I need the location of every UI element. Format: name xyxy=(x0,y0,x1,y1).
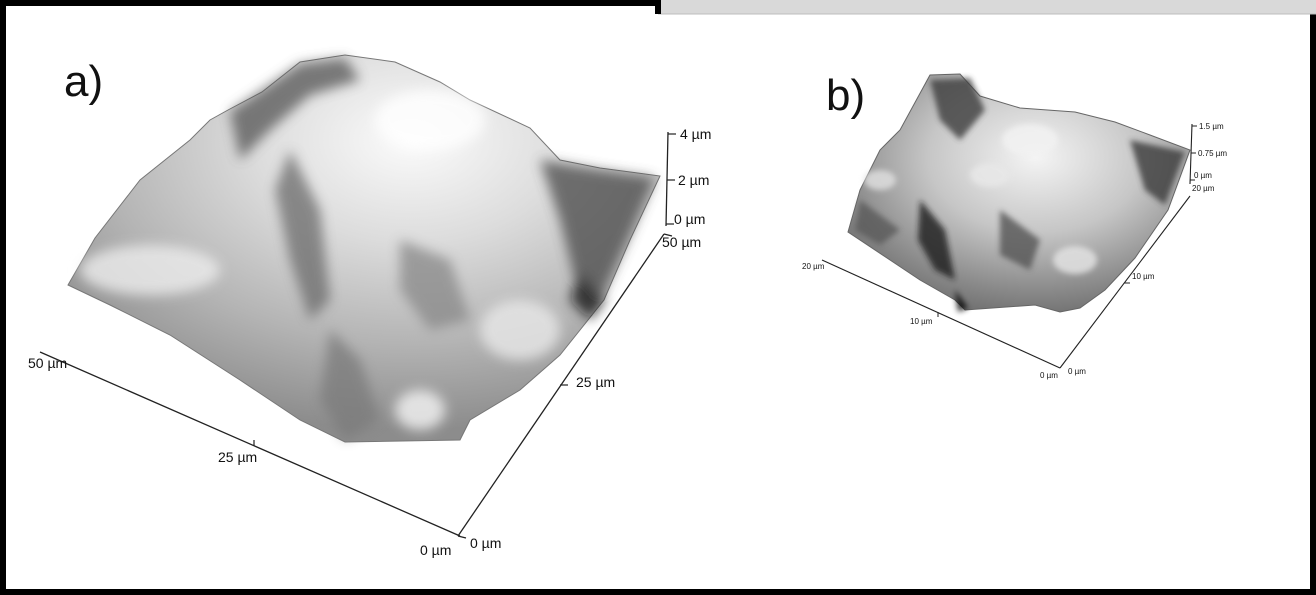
panel-b-label: b) xyxy=(826,71,865,120)
panel-b-left-tick-bottom: 0 µm xyxy=(1040,371,1058,380)
panel-b-left-tick-mid: 10 µm xyxy=(910,317,933,326)
panel-a: a) 4 µm 2 µm 0 µm 50 µm 25 µm 0 µm 50 µm… xyxy=(28,54,711,558)
panel-b-left-tick-top: 20 µm xyxy=(802,262,825,271)
panel-a-z-tick-mid: 2 µm xyxy=(678,172,709,188)
panel-a-right-tick-top: 50 µm xyxy=(662,234,701,250)
panel-a-right-tick-bottom: 0 µm xyxy=(470,535,501,551)
panel-b-z-tick-top: 1.5 µm xyxy=(1199,122,1224,131)
panel-a-left-tick-top: 50 µm xyxy=(28,355,67,371)
panel-b-right-tick-top: 20 µm xyxy=(1192,184,1215,193)
panel-a-z-axis xyxy=(665,131,669,227)
panel-b-left-axis xyxy=(821,259,1061,369)
panel-a-right-tick-mid: 25 µm xyxy=(576,374,615,390)
panel-a-label: a) xyxy=(64,57,103,106)
corner-tab xyxy=(658,0,1316,14)
panel-b-right-axis xyxy=(1059,195,1191,369)
panel-b-z-tick-bottom: 0 µm xyxy=(1194,171,1212,180)
panel-a-left-tick-mid: 25 µm xyxy=(218,449,257,465)
panel-b: b) 1.5 µm 0.75 µm 0 µm 20 µm 10 µm 0 µm … xyxy=(802,71,1227,380)
panel-b-right-tick-mid: 10 µm xyxy=(1132,272,1155,281)
panel-b-z-tick-mid: 0.75 µm xyxy=(1198,149,1227,158)
panel-a-left-tick-bottom: 0 µm xyxy=(420,542,451,558)
panel-a-left-axis xyxy=(39,351,461,537)
panel-a-z-tick-top: 4 µm xyxy=(680,126,711,142)
panel-b-right-tick-bottom: 0 µm xyxy=(1068,367,1086,376)
panel-a-z-tick-bottom: 0 µm xyxy=(674,211,705,227)
panel-b-z-axis xyxy=(1189,123,1193,185)
